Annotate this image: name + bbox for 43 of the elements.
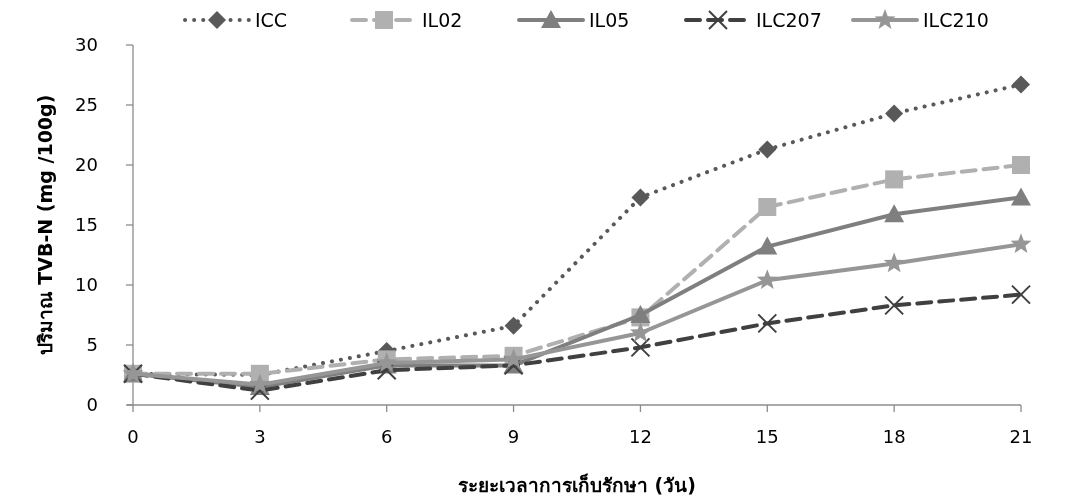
legend-label: IL02 (422, 9, 463, 31)
x-tick-label: 6 (380, 426, 393, 447)
point (758, 140, 777, 159)
x-axis-title: ระยะเวลาการเก็บรักษา (วัน) (458, 473, 696, 496)
point (885, 170, 904, 189)
x-tick-label: 18 (882, 426, 906, 447)
x-tick-label: 21 (1009, 426, 1033, 447)
legend-label: ILC210 (923, 9, 989, 31)
x-tick-label: 3 (254, 426, 266, 447)
y-axis-title: ปริมาณ TVB-N (mg /100g) (34, 94, 56, 356)
y-tick-label: 0 (86, 394, 98, 415)
y-tick-label: 5 (86, 334, 98, 355)
point (884, 204, 905, 223)
x-tick-label: 9 (507, 426, 520, 447)
point (630, 305, 651, 323)
point (376, 360, 397, 381)
point (630, 337, 651, 358)
x-tick-label: 12 (628, 426, 652, 447)
point (883, 252, 905, 273)
point (757, 313, 778, 334)
x-tick-label: 0 (127, 426, 139, 447)
point (1012, 156, 1030, 174)
point (885, 104, 904, 123)
y-tick-label: 25 (75, 94, 98, 115)
point (631, 188, 650, 207)
point (1010, 233, 1032, 254)
y-tick-label: 15 (75, 214, 98, 235)
point (504, 316, 523, 335)
legend-label: IL05 (589, 9, 630, 31)
x-tick-label: 15 (755, 426, 779, 447)
point (884, 295, 905, 316)
point (1012, 75, 1030, 94)
point (1011, 284, 1031, 305)
legend-label: ICC (255, 9, 288, 31)
legend-label: ILC207 (756, 9, 822, 31)
y-tick-label: 10 (75, 274, 98, 295)
point (1011, 187, 1031, 206)
y-tick-label: 30 (75, 34, 98, 55)
point (756, 269, 778, 290)
point (757, 236, 778, 255)
point (629, 322, 651, 342)
point (758, 198, 777, 216)
y-tick-label: 20 (75, 154, 98, 175)
